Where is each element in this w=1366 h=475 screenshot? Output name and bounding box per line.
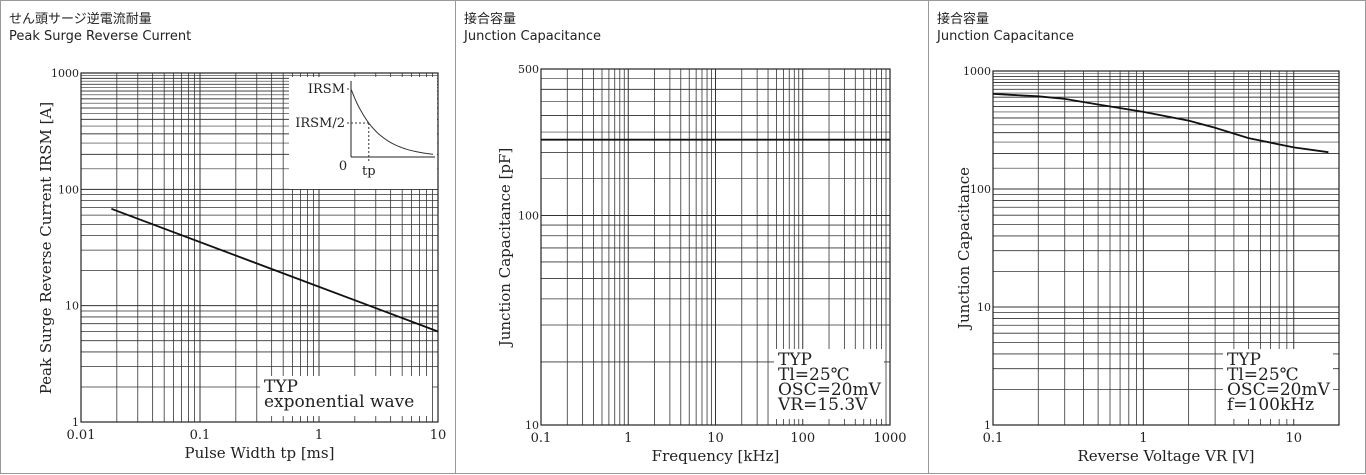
x-tick-label: 1000 (873, 431, 906, 446)
y-tick-label: 10 (977, 301, 991, 314)
y-tick-label: 1 (984, 419, 991, 432)
y-tick-label: 100 (970, 183, 991, 196)
y-tick-label: 10 (525, 419, 539, 432)
annotation-line: OSC=20mV (1227, 380, 1331, 400)
chart-title: Peak Surge Reverse Current (9, 29, 192, 44)
inset-label-peak: IRSM (308, 82, 345, 97)
annotation-box (1223, 349, 1333, 419)
chart-1-svg: 0.01 0.1 1 10 1 10 100 1000 Pulse Width tp [ms] P… (37, 67, 447, 462)
inset-decay-curve (350, 88, 434, 155)
annotation-line: f=100kHz (1227, 395, 1314, 415)
annotation-line: TYP (778, 350, 812, 370)
annotation-line: Tl=25℃ (1227, 365, 1299, 385)
x-tick-label: 0.1 (531, 431, 552, 446)
annotation-line: OSC=20mV (778, 380, 882, 400)
annotation-box (774, 349, 884, 419)
chart-title: Junction Capacitance (937, 29, 1074, 44)
y-axis-label: Junction Capacitance (955, 167, 973, 331)
annotation-line: TYP (264, 377, 298, 397)
x-tick-label: 0.1 (983, 431, 1004, 446)
inset-label-tp: tp (362, 164, 376, 179)
series-line (992, 93, 1329, 154)
x-tick-label: 1 (1139, 431, 1147, 446)
chart-title: Junction Capacitance (464, 29, 601, 44)
panel-3-title: 接合容量 Junction Capacitance (937, 11, 1074, 45)
y-axis-label: Junction Capacitance [pF] (496, 148, 514, 349)
annotation-line: VR=15.3V (777, 395, 868, 415)
y-tick-label: 100 (518, 209, 539, 222)
x-tick-label: 10 (707, 431, 724, 446)
annotation-box (260, 376, 432, 416)
x-axis-label: Reverse Voltage VR [V] (1078, 447, 1255, 465)
x-axis-label: Pulse Width tp [ms] (185, 444, 335, 462)
plot-frame (540, 68, 891, 426)
x-tick-label: 0.01 (67, 428, 96, 443)
annotation-line: TYP (1227, 350, 1261, 370)
chart-title-jp: 接合容量 (464, 12, 517, 27)
y-tick-label: 1000 (963, 65, 991, 78)
y-tick-label: 500 (518, 63, 539, 76)
x-tick-label: 0.1 (190, 428, 211, 443)
x-tick-label: 10 (430, 428, 447, 443)
plot-frame (80, 72, 439, 423)
inset-label-half: IRSM/2 (295, 116, 345, 131)
x-axis-label: Frequency [kHz] (652, 447, 780, 465)
y-tick-label: 100 (58, 183, 79, 196)
panel-peak-surge: せん頭サージ逆電流耐量 Peak Surge Reverse Current 0… (0, 0, 457, 474)
panel-1-title: せん頭サージ逆電流耐量 Peak Surge Reverse Current (9, 11, 191, 45)
y-tick-label: 1 (72, 416, 79, 429)
x-tick-label: 1 (624, 431, 632, 446)
y-axis-label: Peak Surge Reverse Current IRSM [A] (37, 102, 55, 394)
x-tick-label: 1 (315, 428, 323, 443)
y-tick-label: 10 (65, 300, 79, 313)
annotation-line: exponential wave (264, 392, 414, 412)
inset-box (289, 77, 437, 189)
panel-junction-cap-voltage: 接合容量 Junction Capacitance 0.1 1 10 1 10 100 10… (928, 0, 1366, 474)
panel-junction-cap-freq: 接合容量 Junction Capacitance 0.1 1 10 100 1000 1… (455, 0, 930, 474)
x-tick-label: 10 (1285, 431, 1302, 446)
plot-frame (992, 70, 1340, 426)
annotation-line: Tl=25℃ (778, 365, 850, 385)
panel-2-title: 接合容量 Junction Capacitance (464, 11, 601, 45)
y-tick-label: 1000 (51, 67, 79, 80)
chart-title-jp: せん頭サージ逆電流耐量 (9, 12, 152, 27)
series-line (111, 207, 439, 333)
inset-label-origin: 0 (339, 159, 347, 174)
chart-title-jp: 接合容量 (937, 12, 990, 27)
x-tick-label: 100 (790, 431, 815, 446)
chart-2-svg: 0.1 1 10 100 1000 10 100 500 Frequency [kHz] Junc… (496, 63, 907, 465)
